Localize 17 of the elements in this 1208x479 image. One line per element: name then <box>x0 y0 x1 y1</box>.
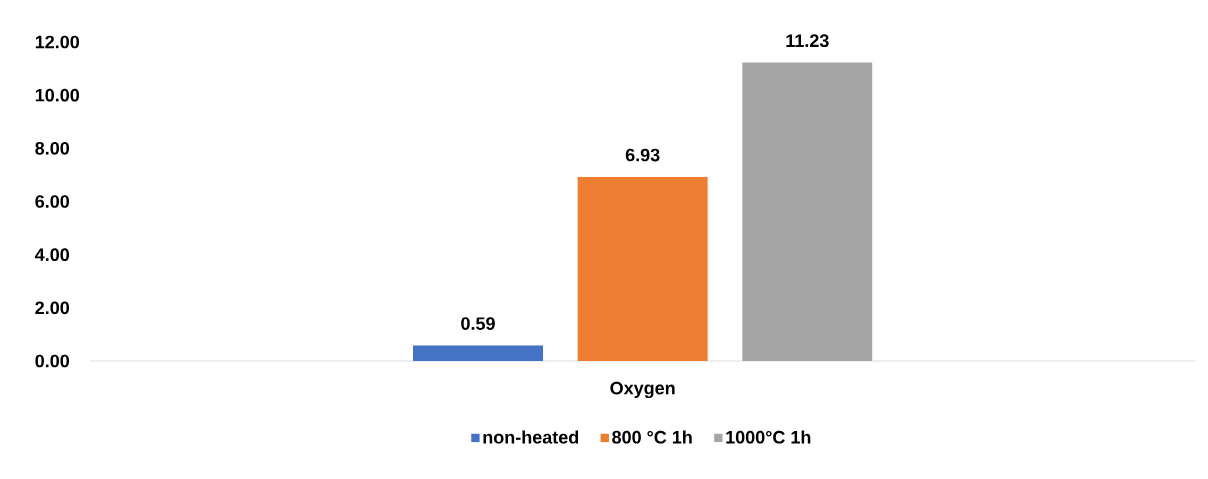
y-tick-label: 12.00 <box>35 35 80 49</box>
data-label: 6.93 <box>625 148 660 162</box>
y-tick-label: 0.00 <box>35 354 70 368</box>
bar <box>413 345 543 361</box>
bar <box>577 176 708 361</box>
y-tick-label: 8.00 <box>35 141 70 155</box>
bar <box>742 62 873 361</box>
legend-label: 800 °C 1h <box>612 430 692 444</box>
y-tick-label: 10.00 <box>35 88 80 102</box>
y-tick-label: 6.00 <box>35 195 70 208</box>
data-label: 11.23 <box>786 34 829 48</box>
y-tick-label: 4.00 <box>34 248 70 262</box>
legend-label: non-heated <box>483 430 579 444</box>
x-tick-label: Oxygen <box>610 381 675 399</box>
y-tick-label: 2.00 <box>35 301 70 315</box>
legend-label: 1000°C 1h <box>726 430 811 444</box>
data-label: 0.59 <box>461 317 495 330</box>
